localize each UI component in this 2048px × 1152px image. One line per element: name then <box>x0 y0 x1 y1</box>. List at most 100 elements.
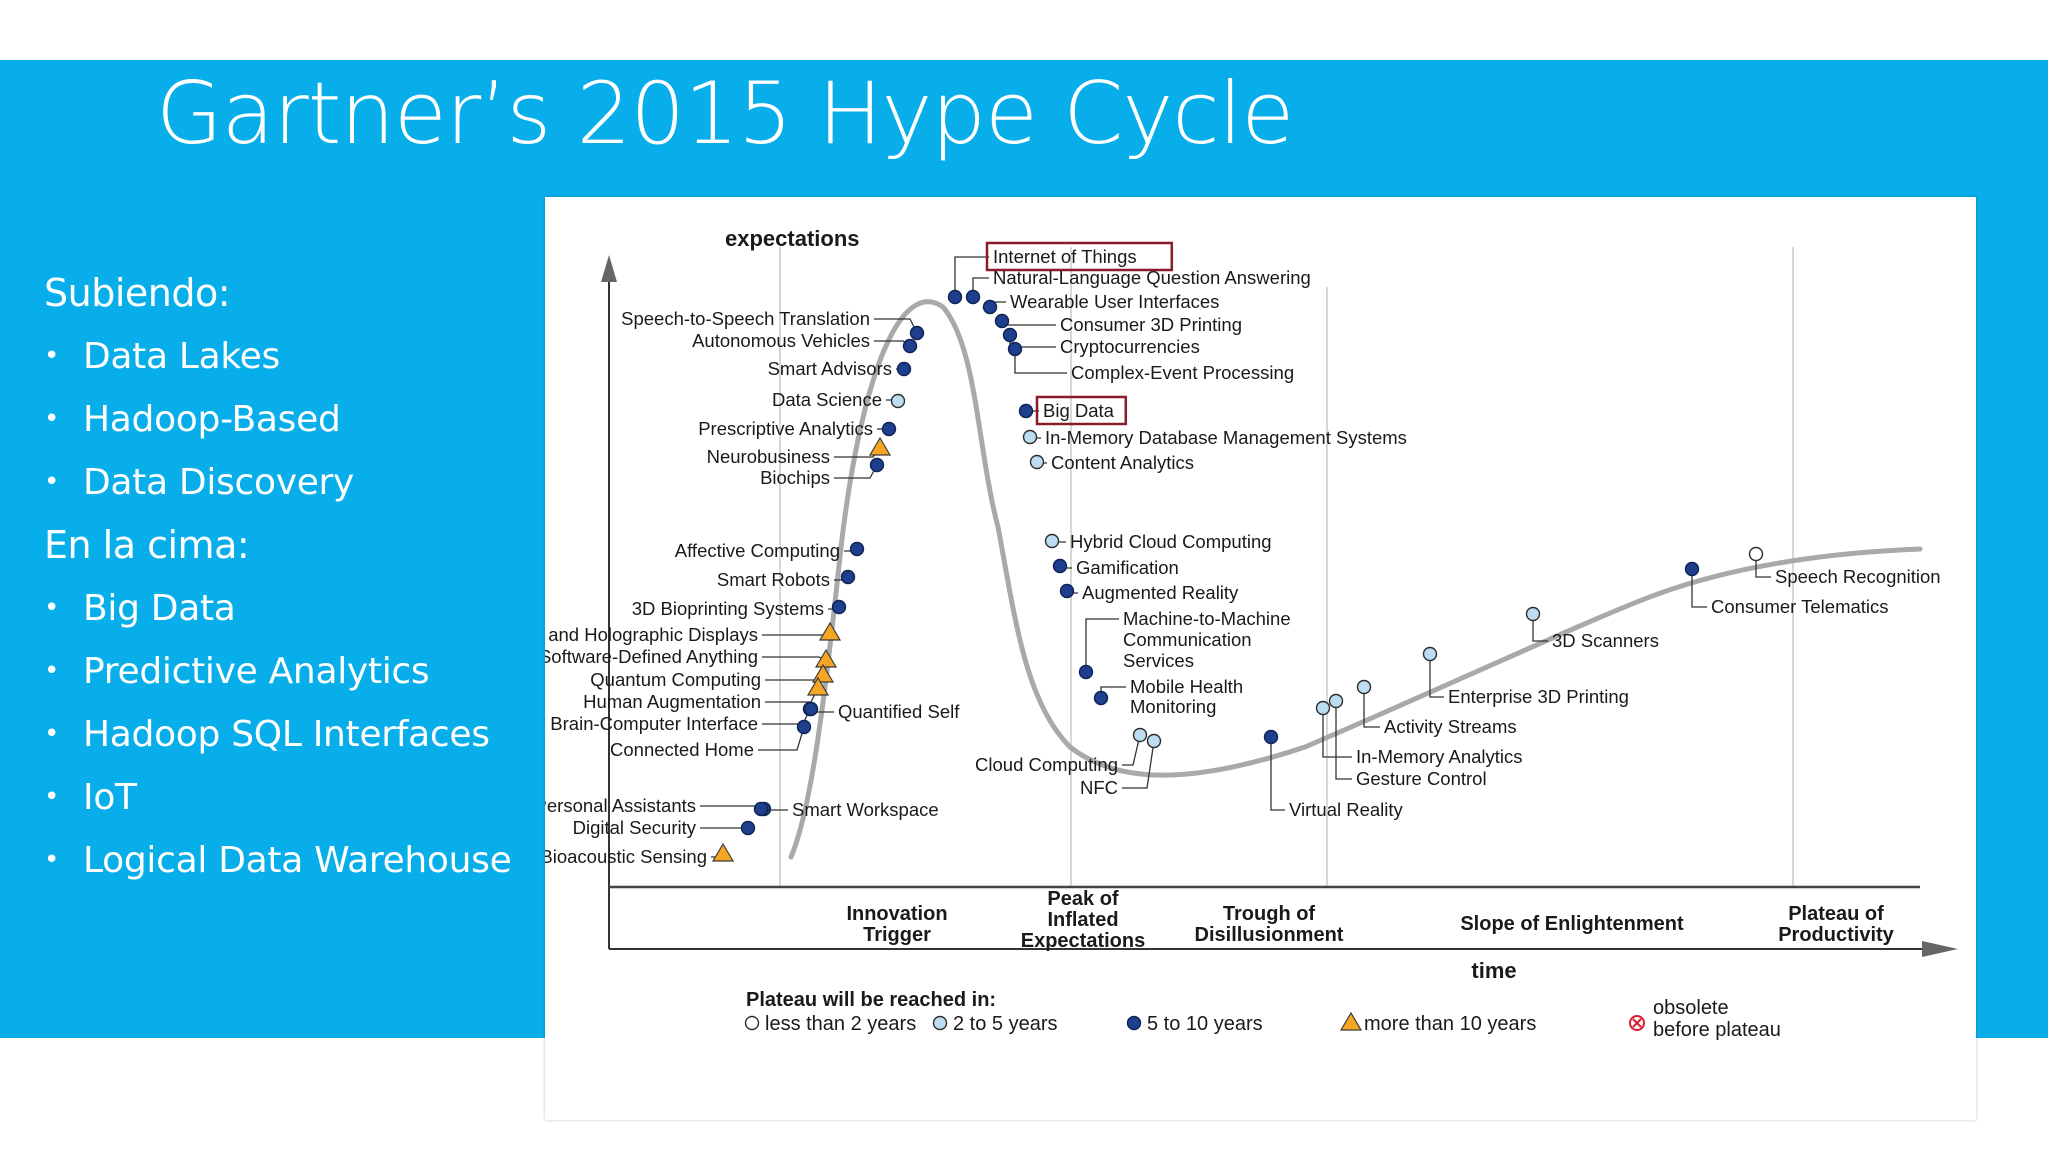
list-item-label: Hadoop-Based <box>83 399 341 440</box>
more-than-10-years-marker-icon <box>806 676 830 696</box>
5-to-10-years-marker-icon <box>947 289 963 305</box>
leader-line <box>1335 701 1352 780</box>
technology-label: In-Memory Analytics <box>1356 746 1523 767</box>
bullet-icon: • <box>44 719 60 749</box>
technology-label: 3D Bioprinting Systems <box>632 598 824 619</box>
technology-label: Brain-Computer Interface <box>550 713 758 734</box>
technology-label: Prescriptive Analytics <box>698 418 873 439</box>
2-to-5-years-marker-icon <box>932 1015 948 1031</box>
5-to-10-years-marker-icon <box>849 541 865 557</box>
technology-label: Smart Advisors <box>768 358 892 379</box>
less-than-2-years-marker-icon <box>1748 546 1764 562</box>
technology-label: Internet of Things <box>993 246 1137 267</box>
2-to-5-years-marker-icon <box>1356 679 1372 695</box>
technology-label: Neurobusiness <box>707 446 830 467</box>
2-to-5-years-marker-icon <box>1146 733 1162 749</box>
technology-label: NFC <box>1080 777 1118 798</box>
technology-label: Wearable User Interfaces <box>1010 291 1219 312</box>
list-item-label: Data Discovery <box>83 462 355 503</box>
technology-label: Affective Computing <box>675 540 840 561</box>
5-to-10-years-marker-icon <box>840 569 856 585</box>
leader-line <box>758 726 805 751</box>
slide-title: Gartner’s 2015 Hype Cycle <box>156 64 1294 164</box>
leader-line <box>762 656 827 661</box>
legend-title: Plateau will be reached in: <box>746 989 996 1011</box>
technology-label: Complex-Event Processing <box>1071 362 1294 383</box>
legend-label: obsolete before plateau <box>1653 997 1781 1041</box>
2-to-5-years-marker-icon <box>1044 533 1060 549</box>
list-item: • Logical Data Warehouse <box>44 829 544 892</box>
highlight-box <box>985 241 1174 272</box>
5-to-10-years-marker-icon <box>1018 403 1034 419</box>
technology-label: Virtual Reality <box>1289 799 1404 820</box>
5-to-10-years-marker-icon <box>1093 690 1109 706</box>
technology-label: Volumetric and Holographic Displays <box>545 624 758 645</box>
technology-label: 3D Scanners <box>1552 630 1659 651</box>
leader-line <box>1122 734 1141 766</box>
5-to-10-years-marker-icon <box>881 421 897 437</box>
leader-line <box>1755 554 1771 578</box>
list-item: • IoT <box>44 766 544 829</box>
less-than-2-years-marker-icon <box>744 1015 760 1031</box>
bullet-icon: • <box>44 404 60 434</box>
more-than-10-years-marker-icon <box>868 436 892 456</box>
5-to-10-years-marker-icon <box>896 361 912 377</box>
technology-label: Big Data <box>1043 400 1115 421</box>
5-to-10-years-marker-icon <box>1059 583 1075 599</box>
2-to-5-years-marker-icon <box>1328 693 1344 709</box>
technology-label: Autonomous Vehicles <box>692 330 870 351</box>
technology-label: Smart Workspace <box>792 799 939 820</box>
list-item: • Predictive Analytics <box>44 640 544 703</box>
list-item-label: Big Data <box>83 588 236 629</box>
peak-heading: En la cima: <box>44 523 250 567</box>
technology-label: Gamification <box>1076 557 1179 578</box>
technology-label: Enterprise 3D Printing <box>1448 686 1629 707</box>
technology-label: Cloud Computing <box>975 754 1118 775</box>
highlight-box <box>1035 395 1128 426</box>
technology-label: Software-Defined Anything <box>545 646 758 667</box>
technology-label: Speech Recognition <box>1775 566 1941 587</box>
leader-line <box>1270 737 1285 811</box>
5-to-10-years-marker-icon <box>1078 664 1094 680</box>
list-item-label: Logical Data Warehouse <box>83 840 512 881</box>
technology-label: Consumer Telematics <box>1711 596 1889 617</box>
5-to-10-years-marker-icon <box>909 325 925 341</box>
technology-label: Augmented Reality <box>1082 582 1239 603</box>
list-item: • Hadoop-Based <box>44 388 544 451</box>
5-to-10-years-marker-icon <box>831 599 847 615</box>
2-to-5-years-marker-icon <box>1029 454 1045 470</box>
list-item: • Data Discovery <box>44 451 544 514</box>
technology-label: Machine-to-Machine Communication Services <box>1123 608 1291 671</box>
technology-label: Mobile Health Monitoring <box>1130 676 1243 717</box>
5-to-10-years-marker-icon <box>1126 1015 1142 1031</box>
2-to-5-years-marker-icon <box>1525 606 1541 622</box>
x-axis-arrow-icon <box>1922 941 1958 957</box>
sidebar-bullets: Subiendo: • Data Lakes • Hadoop-Based • Dat… <box>44 262 544 892</box>
2-to-5-years-marker-icon <box>1132 727 1148 743</box>
bullet-icon: • <box>44 467 60 497</box>
legend-label: more than 10 years <box>1364 1013 1536 1035</box>
5-to-10-years-marker-icon <box>982 299 998 315</box>
technology-label: Smart Robots <box>717 569 830 590</box>
2-to-5-years-marker-icon <box>1022 429 1038 445</box>
phase-label: Plateau of Productivity <box>1778 903 1894 946</box>
y-axis-title: expectations <box>725 226 860 251</box>
technology-label: Data Science <box>772 389 882 410</box>
5-to-10-years-marker-icon <box>869 457 885 473</box>
more-than-10-years-marker-icon <box>814 648 838 668</box>
2-to-5-years-marker-icon <box>1315 700 1331 716</box>
obsolete-marker-icon <box>1629 1015 1645 1031</box>
leader-line <box>1429 654 1444 698</box>
y-axis-arrow-icon <box>601 255 617 282</box>
leader-line <box>1122 740 1155 789</box>
leader-line <box>1363 687 1380 728</box>
technology-label: Digital Security <box>573 817 697 838</box>
legend-label: 5 to 10 years <box>1147 1013 1263 1035</box>
leader-line <box>1085 618 1119 672</box>
5-to-10-years-marker-icon <box>902 338 918 354</box>
more-than-10-years-marker-icon <box>711 842 735 862</box>
list-item-label: Hadoop SQL Interfaces <box>83 714 490 755</box>
2-to-5-years-marker-icon <box>890 393 906 409</box>
technology-label: Bioacoustic Sensing <box>545 846 707 867</box>
